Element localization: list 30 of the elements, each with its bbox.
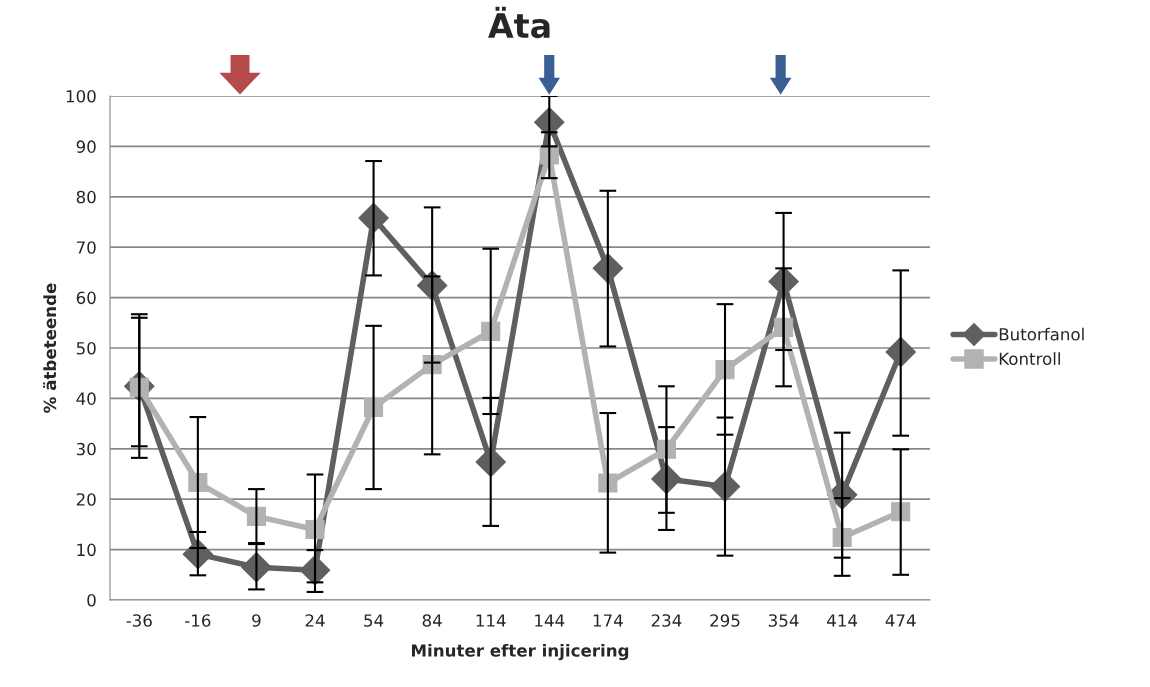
- x-tick-label: 174: [593, 614, 623, 627]
- x-tick-label: 474: [885, 614, 916, 627]
- x-tick-label: 234: [651, 614, 682, 627]
- chart-title: Äta: [488, 6, 550, 39]
- y-tick-label: 100: [66, 89, 96, 103]
- x-tick-label: 54: [364, 614, 384, 627]
- x-tick-label: -36: [126, 614, 152, 627]
- y-tick-label: 80: [76, 190, 96, 204]
- y-tick-label: 70: [76, 241, 96, 254]
- y-tick-label: 20: [76, 493, 96, 506]
- y-tick-label: 40: [76, 392, 96, 405]
- x-tick-label: -16: [185, 614, 211, 627]
- y-axis-title: % ätbeteende: [43, 283, 57, 413]
- y-tick-label: 50: [76, 341, 96, 355]
- x-tick-label: 295: [710, 614, 740, 627]
- y-tick-label: 0: [87, 593, 96, 607]
- x-tick-label: 354: [768, 614, 799, 627]
- y-tick-label: 90: [76, 140, 96, 153]
- legend-label: Butorfanol: [999, 327, 1084, 341]
- y-tick-label: 10: [77, 543, 96, 557]
- x-tick-label: 24: [305, 614, 325, 627]
- y-tick-label: 30: [76, 442, 96, 456]
- legend-label: Kontroll: [999, 352, 1060, 366]
- x-tick-label: 114: [476, 614, 506, 627]
- x-tick-label: 414: [827, 614, 858, 627]
- y-tick-label: 60: [76, 291, 96, 305]
- x-tick-label: 84: [422, 614, 442, 627]
- x-tick-label: 144: [535, 614, 565, 627]
- x-tick-label: 9: [252, 614, 261, 627]
- x-axis-title: Minuter efter injicering: [411, 643, 629, 661]
